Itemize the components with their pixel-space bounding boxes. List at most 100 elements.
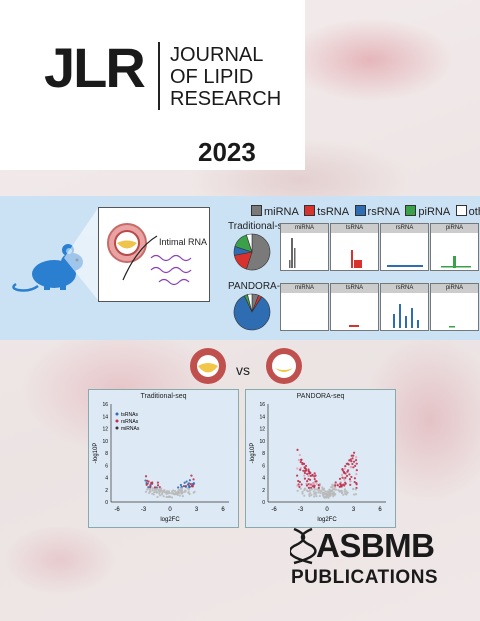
volcano-point	[183, 490, 186, 494]
volcano-point	[171, 490, 174, 493]
volcano-point	[319, 491, 322, 495]
volcano-point	[302, 469, 305, 472]
histogram-panel: rsRNA	[380, 223, 429, 271]
volcano-point	[145, 483, 148, 486]
volcano-point	[165, 495, 168, 499]
plot-legend-dot	[115, 412, 119, 416]
pie-slice	[246, 233, 271, 271]
pie-slice	[233, 295, 271, 331]
volcano-point	[312, 490, 315, 493]
y-tick-label: 6	[105, 463, 108, 469]
x-tick-label: -6	[271, 507, 277, 513]
volcano-point	[341, 476, 344, 479]
volcano-point	[296, 484, 299, 487]
x-tick-label: 6	[221, 507, 225, 513]
volcano-point	[349, 458, 352, 461]
volcano-point	[181, 494, 184, 498]
volcano-point	[183, 481, 186, 484]
publisher-subtitle: PUBLICATIONS	[291, 567, 439, 588]
volcano-point	[179, 483, 183, 487]
intimal-rna-label: Intimal RNA	[159, 237, 208, 247]
volcano-point	[192, 478, 195, 481]
volcano-point	[179, 488, 182, 491]
pie-slice	[247, 293, 253, 313]
volcano-point	[300, 483, 303, 486]
plot-title: Traditional-seq	[140, 393, 187, 400]
volcano-point	[182, 485, 186, 488]
volcano-point	[155, 488, 158, 491]
volcano-point	[342, 483, 345, 486]
legend-swatch	[405, 205, 417, 216]
volcano-point	[333, 486, 337, 489]
y-tick-label: 4	[105, 476, 108, 482]
volcano-point	[190, 485, 193, 488]
volcano-point	[341, 469, 344, 472]
volcano-point	[309, 489, 312, 492]
volcano-point	[296, 474, 299, 477]
volcano-point	[145, 481, 148, 485]
plot-legend-label: tsRNAs	[121, 412, 138, 418]
issue-year: 2023	[198, 137, 256, 167]
vs-label: vs	[236, 362, 250, 378]
x-tick-label: -3	[141, 507, 147, 513]
volcano-point	[343, 478, 346, 481]
volcano-point	[167, 495, 170, 498]
x-tick-label: -6	[114, 507, 120, 513]
histogram-panel: tsRNA	[330, 283, 379, 331]
panel-header: tsRNA	[331, 224, 378, 233]
volcano-point	[303, 494, 306, 497]
plot-legend-label: rsRNAs	[121, 419, 139, 425]
volcano-point	[350, 460, 353, 463]
volcano-point	[340, 485, 343, 488]
volcano-point	[170, 496, 174, 499]
volcano-point	[306, 490, 309, 493]
publisher-name: ASBMB	[316, 527, 435, 564]
volcano-point	[340, 489, 343, 493]
x-tick-label: 0	[168, 507, 172, 513]
volcano-point	[144, 490, 148, 494]
plot-legend-dot	[115, 419, 119, 423]
y-tick-label: 2	[262, 488, 265, 494]
volcano-point	[298, 485, 301, 488]
y-tick-label: 8	[262, 451, 265, 457]
volcano-point	[355, 462, 358, 465]
journal-abbrev: JLR	[44, 36, 146, 99]
legend-swatch	[354, 205, 366, 216]
volcano-point	[311, 473, 314, 477]
legend-label: tsRNA	[317, 206, 349, 218]
volcano-point	[348, 473, 351, 476]
volcano-plot-area: -6 -3 0 3 6 0 2 4 6 8 10 12 14 16 log2FC -log10P	[250, 402, 386, 523]
volcano-point	[337, 489, 340, 492]
volcano-point	[304, 467, 307, 470]
journal-name-line: JOURNAL	[170, 44, 264, 66]
plot-legend-label: miRNAs	[121, 426, 140, 432]
volcano-point	[186, 487, 189, 490]
volcano-point	[334, 484, 337, 487]
x-tick-label: -3	[298, 507, 304, 513]
volcano-point	[317, 486, 320, 489]
legend-swatch	[455, 205, 467, 216]
histogram-spikes	[393, 304, 419, 328]
artery-plaque-icon	[190, 348, 226, 384]
volcano-point	[321, 494, 325, 497]
panel-header: rsRNA	[381, 284, 428, 293]
volcano-point	[298, 480, 301, 484]
volcano-point	[346, 462, 349, 465]
volcano-point	[297, 479, 300, 483]
volcano-point	[300, 458, 303, 461]
volcano-point	[352, 493, 356, 496]
volcano-point	[144, 475, 148, 478]
volcano-point	[299, 460, 302, 464]
rna-legend: miRNA tsRNA rsRNA piRNA other	[248, 205, 480, 218]
histogram-panel: tsRNA	[330, 223, 379, 271]
dna-helix-icon	[288, 527, 317, 565]
histogram-spikes	[387, 265, 423, 267]
volcano-point	[156, 495, 159, 499]
volcano-point	[349, 466, 352, 469]
y-tick-label: 16	[259, 402, 265, 408]
volcano-point	[338, 477, 342, 480]
panel-header: piRNA	[431, 284, 478, 293]
intimal-rna-panel: Intimal RNA	[98, 207, 210, 302]
x-tick-label: 6	[378, 507, 382, 513]
volcano-point	[346, 470, 349, 473]
